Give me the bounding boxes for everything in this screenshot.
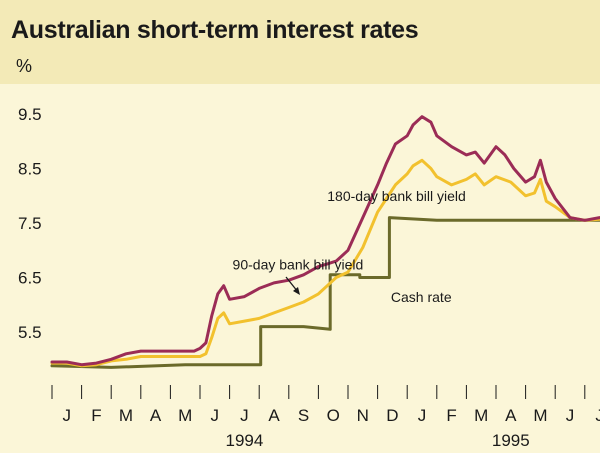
x-month-label: A [505, 406, 517, 425]
y-tick-label: 7.5 [18, 214, 42, 233]
x-month-label: A [150, 406, 162, 425]
x-month-label: M [474, 406, 488, 425]
x-month-label: O [327, 406, 340, 425]
annotation-label: 180-day bank bill yield [327, 188, 466, 204]
y-tick-label: 6.5 [18, 269, 42, 288]
x-month-label: J [418, 406, 427, 425]
y-tick-label: 5.5 [18, 323, 42, 342]
x-month-label: J [240, 406, 249, 425]
x-month-label: M [178, 406, 192, 425]
x-month-label: A [268, 406, 280, 425]
chart-title: Australian short-term interest rates [11, 16, 419, 44]
annotation-arrow-head [293, 287, 300, 295]
x-month-label: J [63, 406, 72, 425]
series-line-90-day-bank-bill-yield [50, 158, 600, 368]
y-axis-unit-label: % [16, 56, 33, 76]
x-month-label: J [595, 406, 600, 425]
plot-background [0, 84, 600, 453]
y-tick-label: 8.5 [18, 160, 42, 179]
y-tick-label: 9.5 [18, 105, 42, 124]
y-axis-ticks: 9.5 8.5 7.5 6.5 5.5 [18, 105, 42, 342]
x-month-label: J [566, 406, 575, 425]
x-month-label: J [211, 406, 220, 425]
x-month-label: N [357, 406, 369, 425]
series-line-cash-rate [50, 216, 600, 369]
series-line-180-day-bank-bill-yield [50, 115, 600, 367]
annotation-label: 90-day bank bill yield [233, 256, 364, 272]
x-month-label: F [91, 406, 101, 425]
x-month-label: M [533, 406, 547, 425]
annotation-label: Cash rate [391, 289, 452, 305]
x-month-label: M [119, 406, 133, 425]
x-month-label: S [298, 406, 309, 425]
x-year-label: 1994 [225, 431, 263, 450]
title-band: Australian short-term interest rates % [0, 0, 600, 84]
annotations: 180-day bank bill yield 90-day bank bill … [233, 188, 466, 305]
x-year-label: 1995 [492, 431, 530, 450]
x-month-label: F [446, 406, 456, 425]
x-month-label: D [386, 406, 398, 425]
chart-series [50, 115, 600, 369]
